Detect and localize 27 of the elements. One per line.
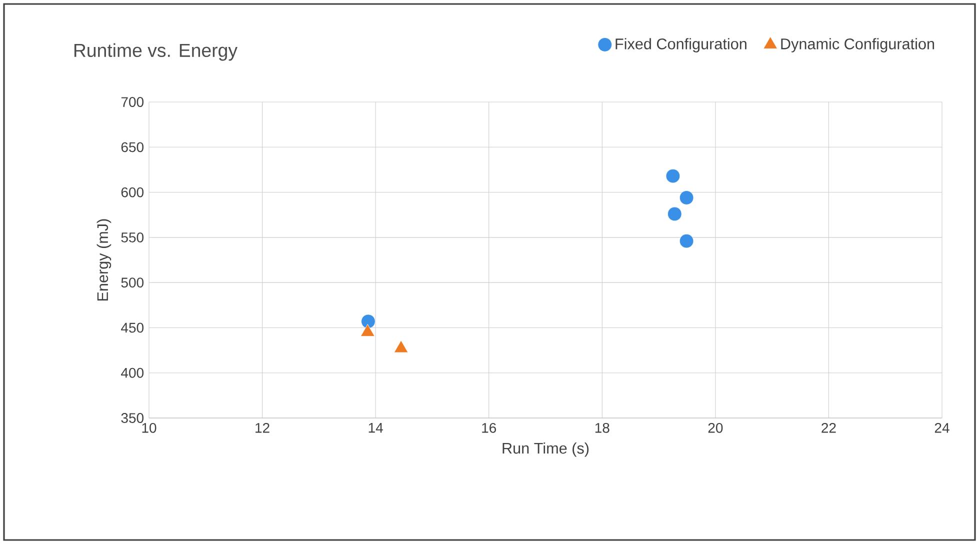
y-tick-label: 650 (121, 142, 144, 152)
y-tick-label: 600 (121, 187, 144, 198)
x-tick-label: 14 (368, 422, 383, 433)
x-tick-label: 20 (708, 422, 723, 433)
y-axis-title: Energy (mJ) (96, 219, 112, 300)
legend-label: Fixed Configuration (616, 38, 746, 52)
x-tick-label: 12 (256, 422, 270, 433)
x-tick-label: 24 (934, 422, 950, 433)
y-tick-label: 450 (121, 322, 144, 333)
x-tick-label: 22 (822, 422, 836, 433)
point (679, 234, 694, 248)
y-tick-label: 350 (121, 413, 144, 423)
y-tick-label: 550 (121, 232, 144, 242)
chart-title: Runtime vs. Energy (74, 43, 238, 61)
point (679, 190, 694, 205)
y-tick-label: 500 (121, 278, 144, 288)
x-axis-title: Run Time (s) (502, 442, 589, 457)
point (360, 324, 375, 336)
y-tick-label: 400 (121, 368, 144, 378)
point (394, 340, 408, 353)
x-tick-label: 16 (482, 422, 496, 433)
point (666, 168, 680, 184)
x-tick-label: 18 (595, 422, 610, 433)
x-tick-label: 10 (142, 422, 156, 433)
y-tick-label: 700 (121, 97, 144, 107)
point (668, 206, 682, 222)
legend-label: Dynamic Configuration (781, 38, 934, 52)
